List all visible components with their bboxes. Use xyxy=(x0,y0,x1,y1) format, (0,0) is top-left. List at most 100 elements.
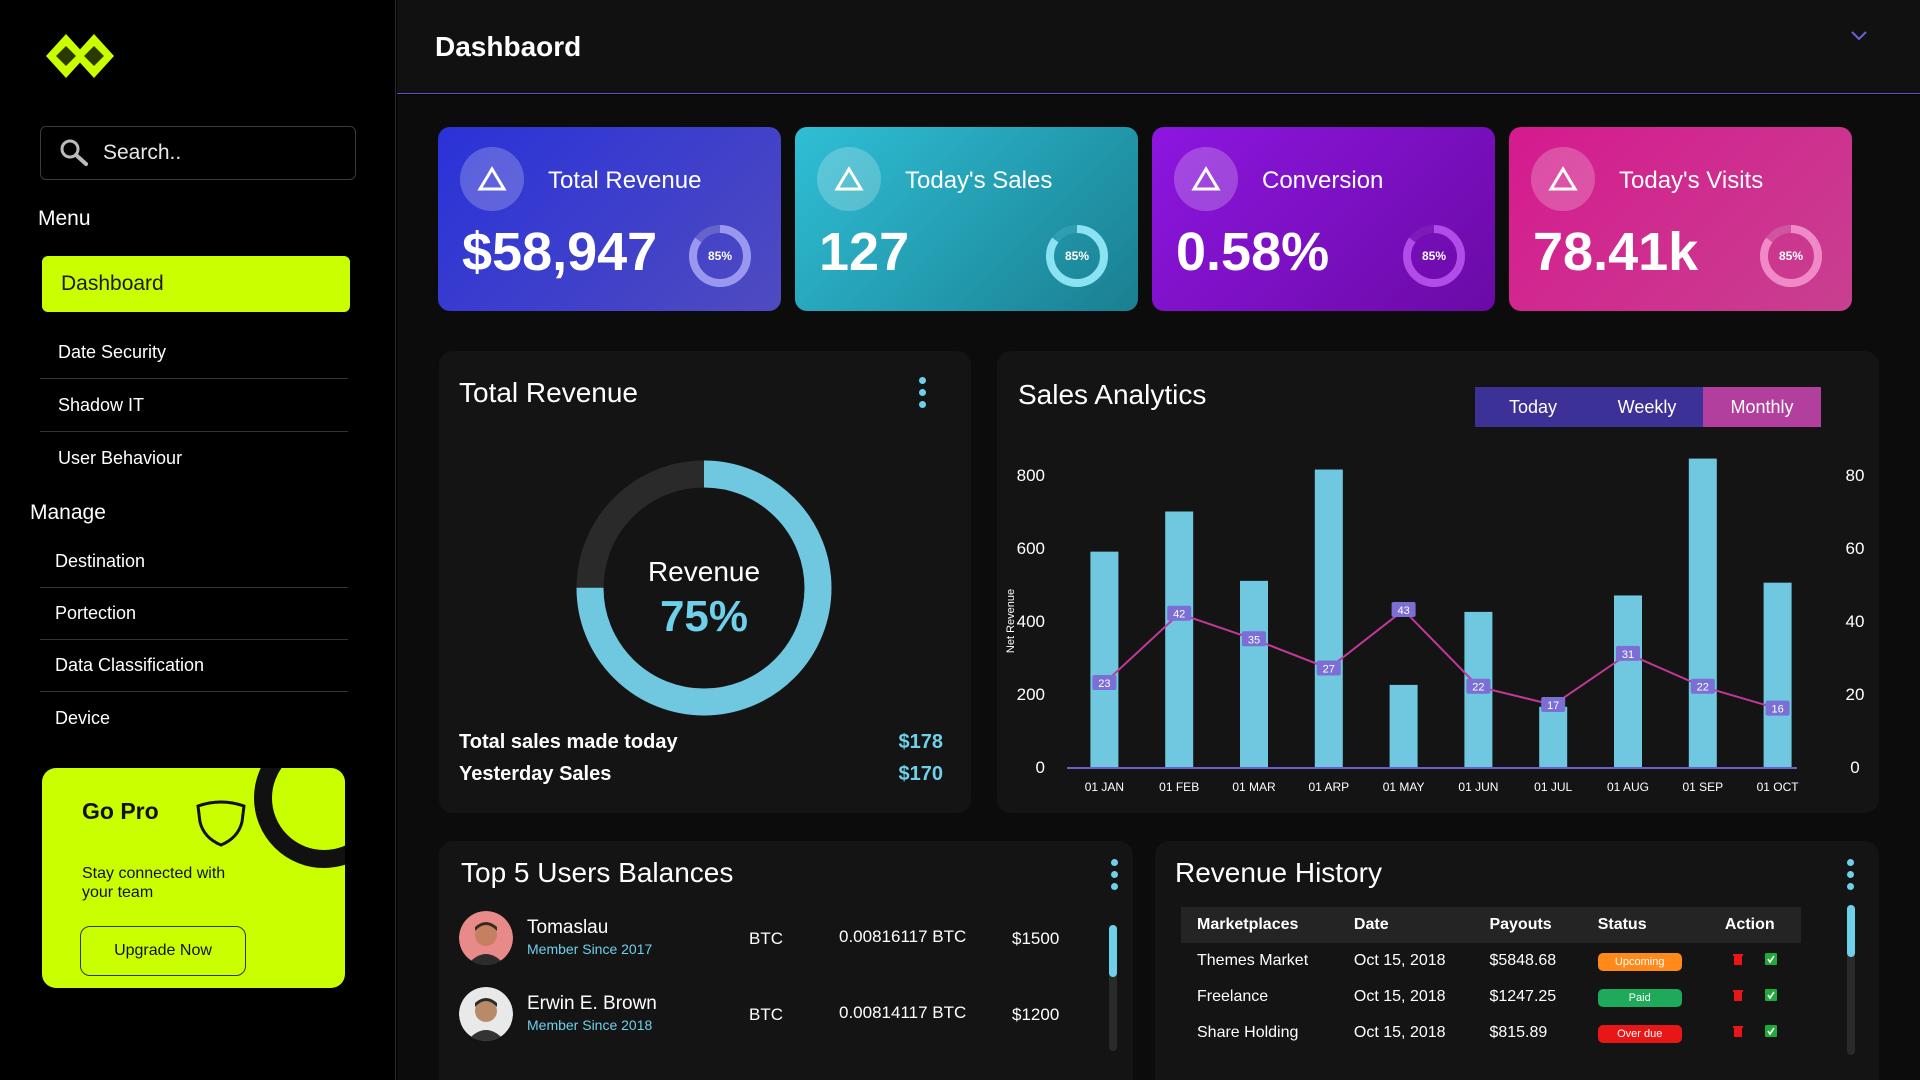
tab-monthly[interactable]: Monthly xyxy=(1703,387,1821,427)
sidebar-item-label: Data Classification xyxy=(55,655,205,675)
chart-bar xyxy=(1688,458,1717,767)
y-tick-label: 0 xyxy=(1036,758,1045,777)
edit-icon[interactable] xyxy=(1764,989,1777,1001)
logo[interactable] xyxy=(44,30,116,82)
delete-icon[interactable] xyxy=(1732,989,1743,1001)
triangle-icon xyxy=(817,147,881,211)
stat-label: Conversion xyxy=(1262,167,1384,194)
tab-today[interactable]: Today xyxy=(1475,387,1591,427)
data-label: 31 xyxy=(1622,649,1634,661)
sidebar-item-label: User Behaviour xyxy=(58,447,183,468)
list-item[interactable]: Erwin E. Brown Member Since 2018 BTC 0.0… xyxy=(459,987,1099,1047)
progress-ring: 85% xyxy=(689,225,751,287)
upgrade-now-button[interactable]: Upgrade Now xyxy=(80,926,246,976)
progress-ring-label: 85% xyxy=(708,249,732,263)
x-tick-label: 01 MAR xyxy=(1232,780,1276,794)
chevron-down-icon[interactable] xyxy=(1850,30,1868,42)
marketplace: Themes Market xyxy=(1197,952,1309,969)
triangle-icon xyxy=(460,147,524,211)
data-label-bg xyxy=(1541,696,1566,712)
chart-bar xyxy=(1314,469,1343,767)
column-header: Status xyxy=(1581,907,1709,943)
y2-tick-label: 60 xyxy=(1846,539,1865,558)
date: Oct 15, 2018 xyxy=(1353,952,1446,969)
data-label: 35 xyxy=(1248,634,1260,646)
delete-icon[interactable] xyxy=(1732,953,1743,965)
period-tabs: Today Weekly Monthly xyxy=(1475,387,1821,427)
column-header: Action xyxy=(1708,907,1801,943)
sidebar-item-user-behaviour[interactable]: User Behaviour xyxy=(40,432,348,484)
progress-ring-label: 85% xyxy=(1422,249,1446,263)
sidebar-item-date-security[interactable]: Date Security xyxy=(40,327,348,379)
more-options-icon[interactable] xyxy=(919,377,927,413)
ring-progress xyxy=(576,460,832,716)
progress-ring: 85% xyxy=(1403,225,1465,287)
data-label-bg xyxy=(1391,602,1416,618)
x-tick-label: 01 MAY xyxy=(1383,780,1425,794)
action-cell xyxy=(1709,979,1801,1015)
data-label: 22 xyxy=(1697,682,1709,694)
edit-icon[interactable] xyxy=(1764,1025,1777,1037)
sidebar-item-label: Portection xyxy=(55,603,137,623)
shield-icon xyxy=(196,800,246,847)
stat-card-todays-visits[interactable]: Today's Visits 78.41k 85% xyxy=(1509,127,1852,311)
donut-value: 75% xyxy=(660,592,748,641)
scrollbar-thumb[interactable] xyxy=(1109,925,1117,977)
column-header: Date xyxy=(1337,907,1474,943)
line-series xyxy=(1103,608,1778,710)
status-badge: Upcoming xyxy=(1597,952,1682,971)
stat-card-todays-sales[interactable]: Today's Sales 127 85% xyxy=(795,127,1138,311)
status-badge: Over due xyxy=(1597,1024,1682,1043)
sidebar-item-shadow-it[interactable]: Shadow IT xyxy=(40,380,348,432)
search-input[interactable] xyxy=(103,141,323,165)
stat-card-total-revenue[interactable]: Total Revenue $58,947 85% xyxy=(438,127,781,311)
edit-icon[interactable] xyxy=(1764,953,1777,965)
search-box[interactable] xyxy=(40,126,356,180)
triangle-icon xyxy=(1531,147,1595,211)
tab-weekly[interactable]: Weekly xyxy=(1591,387,1703,427)
go-pro-card: Go Pro Stay connected with your team Upg… xyxy=(42,768,345,988)
stat-card-conversion[interactable]: Conversion 0.58% 85% xyxy=(1152,127,1495,311)
sidebar-item-data-classification[interactable]: Data Classification xyxy=(40,640,348,692)
list-item[interactable]: Tomaslau Member Since 2017 BTC 0.0081611… xyxy=(459,911,1099,971)
x-tick-label: 01 JUL xyxy=(1534,780,1572,794)
more-options-icon[interactable] xyxy=(1111,859,1119,895)
sidebar-item-device[interactable]: Device xyxy=(40,692,348,744)
go-pro-text: Stay connected with your team xyxy=(82,865,226,901)
ring-progress xyxy=(1046,225,1108,287)
sidebar: Menu Dashboard Date Security Shadow IT U… xyxy=(0,0,396,1080)
progress-ring: 85% xyxy=(1760,225,1822,287)
data-label: 22 xyxy=(1472,682,1484,694)
top-header: Dashbaord xyxy=(397,0,1920,94)
chart-bar xyxy=(1539,706,1568,767)
status-badge: Paid xyxy=(1597,988,1682,1007)
sidebar-item-label: Destination xyxy=(55,551,146,571)
data-label: 23 xyxy=(1098,678,1110,690)
stat-label: Today's Visits xyxy=(1619,167,1764,194)
delete-icon[interactable] xyxy=(1732,1025,1743,1037)
sidebar-item-destination[interactable]: Destination xyxy=(40,536,348,588)
table-row[interactable]: Share Holding Oct 15, 2018 $815.89 Over due xyxy=(1181,1015,1801,1051)
user-name: Tomaslau xyxy=(527,917,609,938)
x-tick-label: 01 OCT xyxy=(1757,780,1800,794)
sidebar-item-dashboard[interactable]: Dashboard xyxy=(42,256,350,312)
chart-bar xyxy=(1389,684,1418,767)
scrollbar-thumb[interactable] xyxy=(1847,905,1855,957)
table-row[interactable]: Freelance Oct 15, 2018 $1247.25 Paid xyxy=(1181,979,1801,1015)
panel-title: Sales Analytics xyxy=(1018,379,1207,410)
date: Oct 15, 2018 xyxy=(1353,988,1446,1005)
table-row[interactable]: Themes Market Oct 15, 2018 $5848.68 Upcomin… xyxy=(1181,943,1801,979)
status-cell: Upcoming xyxy=(1582,943,1709,979)
panel-title: Revenue History xyxy=(1175,857,1382,888)
scrollbar[interactable] xyxy=(1847,905,1855,1055)
currency: BTC xyxy=(749,1005,783,1024)
payout: $5848.68 xyxy=(1489,952,1557,969)
more-options-icon[interactable] xyxy=(1847,859,1855,895)
status-cell: Paid xyxy=(1582,979,1709,1015)
sales-today-value: $178 xyxy=(898,731,944,753)
date: Oct 15, 2018 xyxy=(1353,1024,1446,1041)
avatar xyxy=(459,911,513,965)
scrollbar[interactable] xyxy=(1109,925,1117,1051)
chart-bar xyxy=(1090,551,1119,767)
sidebar-item-portection[interactable]: Portection xyxy=(40,588,348,640)
